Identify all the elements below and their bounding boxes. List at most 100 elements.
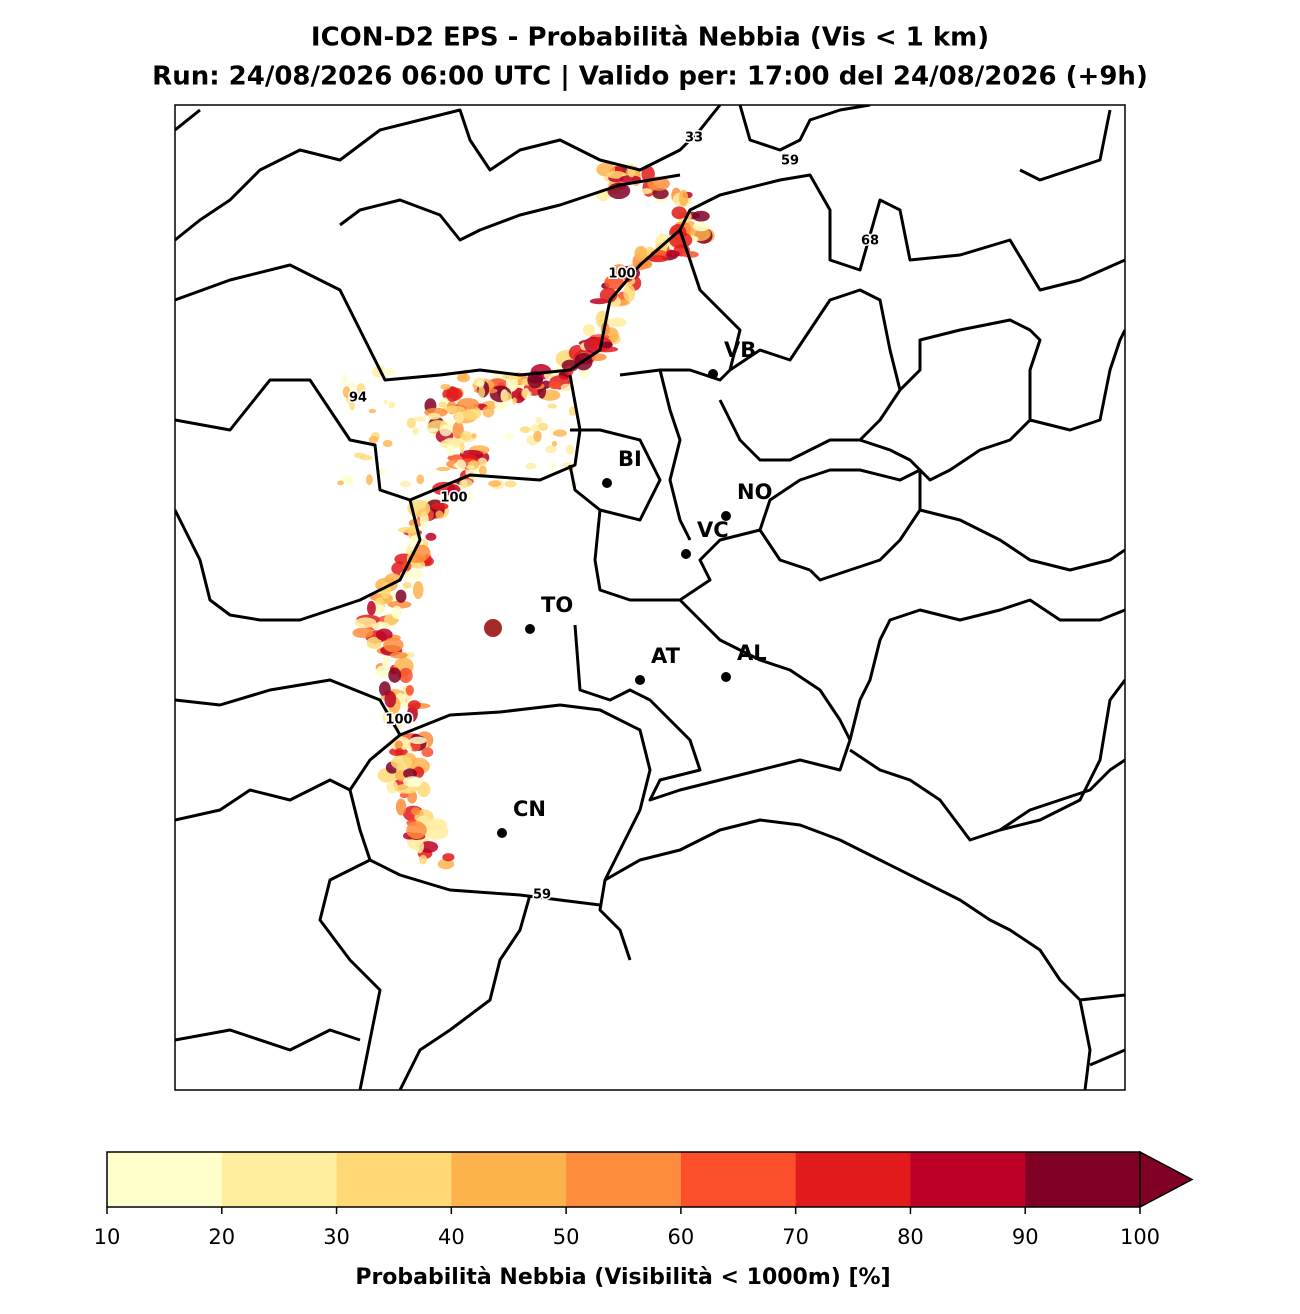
- fog-patch: [391, 605, 403, 619]
- fog-patch: [405, 685, 414, 696]
- fog-patch: [427, 427, 439, 432]
- fog-patch: [466, 464, 475, 470]
- fog-patch: [551, 441, 558, 447]
- fog-patch: [415, 839, 425, 854]
- fog-patch: [399, 481, 412, 488]
- fog-patch: [394, 748, 404, 756]
- contour-label: 59: [533, 888, 551, 903]
- fog-patch: [384, 690, 397, 708]
- fog-patch: [678, 189, 689, 207]
- fog-patch: [368, 409, 377, 414]
- fog-patch: [607, 317, 627, 327]
- fog-patch: [403, 776, 423, 787]
- colorbar-tick-label: 90: [1012, 1225, 1039, 1249]
- city-label: VB: [724, 338, 756, 362]
- border: [175, 105, 722, 242]
- border: [849, 679, 1125, 842]
- fog-patch: [611, 264, 627, 277]
- fog-patch: [535, 416, 542, 424]
- fog-patch: [503, 432, 514, 440]
- fog-patch: [387, 600, 412, 609]
- border: [859, 318, 1042, 482]
- fog-patch: [388, 401, 396, 409]
- city-dot: [497, 828, 507, 838]
- border: [1079, 993, 1125, 1067]
- city-label: TO: [541, 593, 573, 617]
- border: [318, 858, 382, 1090]
- fog-patch: [459, 441, 465, 454]
- fog-patch: [366, 636, 382, 649]
- fog-patch: [342, 386, 351, 398]
- fog-patch: [548, 381, 562, 390]
- fog-patch: [454, 411, 464, 424]
- fog-patch: [501, 392, 512, 402]
- city-label: AL: [737, 641, 767, 665]
- fog-patch: [382, 367, 396, 376]
- fog-patch: [398, 667, 413, 684]
- fog-patch: [482, 405, 495, 418]
- fog-patch: [356, 383, 366, 395]
- fog-patch: [530, 424, 540, 432]
- contour-label: 94: [349, 391, 367, 406]
- fog-patch: [568, 406, 577, 416]
- subtitle: Run: 24/08/2026 06:00 UTC | Valido per: …: [152, 62, 1148, 92]
- fog-patch: [565, 444, 575, 455]
- fog-patch: [409, 736, 427, 745]
- fog-patch: [440, 383, 451, 390]
- fog-patch: [477, 380, 485, 389]
- city-label: AT: [651, 644, 681, 668]
- contour-label: 68: [861, 234, 879, 249]
- contour-label: 100: [608, 267, 635, 282]
- fog-patch: [427, 412, 441, 420]
- fog-patch: [504, 480, 517, 488]
- fog-patch: [430, 502, 449, 511]
- fog-patch: [381, 654, 391, 670]
- border: [175, 1028, 361, 1052]
- fog-patch: [402, 582, 412, 589]
- border: [175, 499, 422, 622]
- fog-patch: [478, 386, 486, 398]
- border: [658, 369, 692, 541]
- fog-patch: [512, 397, 517, 405]
- fog-patch: [347, 381, 356, 391]
- fog-patch: [456, 398, 480, 410]
- colorbar-bin: [795, 1152, 911, 1207]
- fog-patch: [412, 416, 427, 422]
- fog-patch: [488, 480, 502, 487]
- border: [999, 758, 1125, 832]
- fog-patch: [388, 667, 402, 683]
- border: [604, 818, 1092, 1090]
- colorbar-bin: [336, 1152, 452, 1207]
- border: [1029, 329, 1125, 432]
- fog-patch: [366, 600, 376, 616]
- fog-patch: [406, 417, 416, 429]
- fog-patch: [692, 210, 710, 222]
- fog-patch: [437, 858, 455, 870]
- fog-patch: [519, 426, 531, 434]
- city-dot: [525, 624, 535, 634]
- fog-patch: [692, 221, 710, 232]
- border: [619, 229, 742, 382]
- city-label: BI: [618, 447, 642, 471]
- fog-patch: [337, 480, 344, 486]
- fog-patch: [545, 444, 557, 454]
- fog-patch: [425, 532, 437, 541]
- fog-patch: [406, 821, 427, 839]
- colorbar-tick-label: 100: [1120, 1225, 1160, 1249]
- border: [593, 509, 811, 602]
- fog-patch: [412, 581, 424, 600]
- fog-patch: [438, 401, 447, 408]
- map-frame: [174, 104, 1126, 1091]
- border: [919, 508, 1125, 572]
- fog-patch: [394, 740, 403, 749]
- fog-patch: [560, 383, 572, 392]
- fog-patch: [671, 206, 687, 220]
- fog-patch: [354, 617, 377, 628]
- contour-label: 100: [385, 713, 412, 728]
- fog-patch: [547, 403, 558, 409]
- fog-patch: [442, 853, 455, 862]
- border: [568, 428, 662, 522]
- borders: [175, 105, 1125, 1090]
- colorbar-bin: [680, 1152, 797, 1207]
